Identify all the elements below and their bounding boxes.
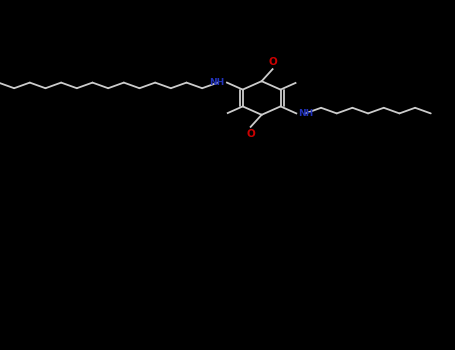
Text: NH: NH: [298, 109, 314, 118]
Text: NH: NH: [209, 78, 225, 87]
Text: O: O: [268, 57, 277, 68]
Text: O: O: [246, 128, 255, 139]
